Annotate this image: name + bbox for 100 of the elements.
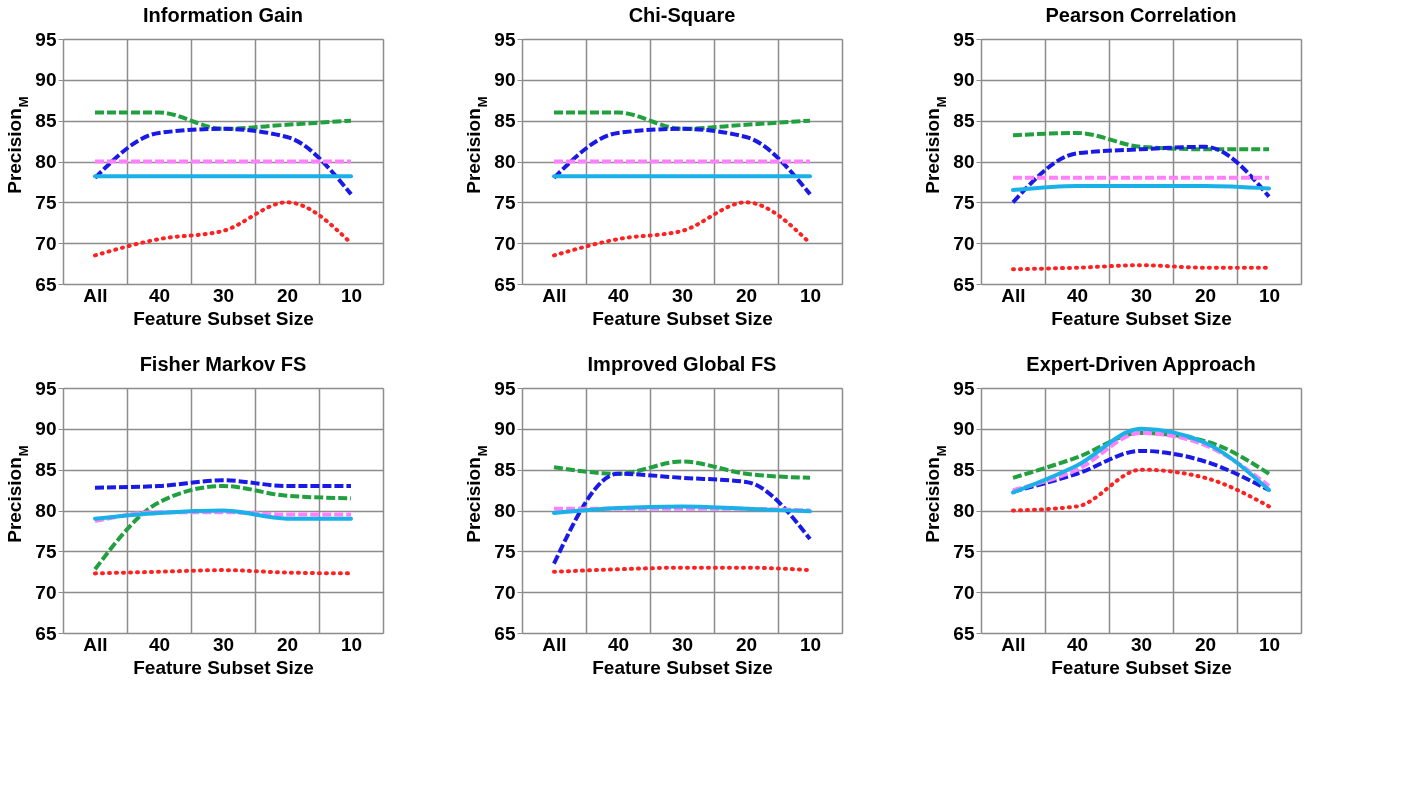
x-axis-title: Feature Subset Size bbox=[133, 307, 314, 329]
chart-title: Pearson Correlation bbox=[1045, 4, 1237, 26]
line-series bbox=[552, 471, 812, 566]
y-tick-label: 80 bbox=[35, 151, 57, 172]
y-tick-label: 70 bbox=[35, 232, 57, 254]
x-tick-label: All bbox=[1001, 284, 1026, 306]
x-tick-label: 10 bbox=[799, 633, 822, 655]
x-tick-label: 20 bbox=[1194, 633, 1217, 655]
y-tick-label: 70 bbox=[494, 581, 516, 603]
line-series bbox=[93, 484, 353, 572]
y-tick-label: 95 bbox=[35, 28, 57, 50]
chart-title: Improved Global FS bbox=[587, 353, 777, 375]
y-axis-title: PrecisionM bbox=[4, 445, 31, 543]
chart-title: Information Gain bbox=[143, 4, 303, 26]
x-tick-label: 10 bbox=[340, 284, 363, 306]
y-tick-label: 80 bbox=[494, 500, 516, 521]
y-tick-label: 90 bbox=[35, 418, 57, 440]
line-series bbox=[1011, 130, 1271, 152]
y-tick-label: 95 bbox=[35, 377, 57, 399]
x-tick-label: 20 bbox=[276, 284, 299, 306]
y-axis-title: PrecisionM bbox=[922, 96, 949, 194]
y-tick-label: 85 bbox=[953, 110, 975, 132]
x-axis-title: Feature Subset Size bbox=[592, 307, 773, 329]
y-tick-label: 90 bbox=[494, 418, 516, 440]
line-series bbox=[552, 126, 812, 197]
y-tick-label: 70 bbox=[953, 581, 975, 603]
x-tick-label: All bbox=[1001, 633, 1026, 655]
line-series bbox=[93, 110, 353, 131]
x-tick-label: 30 bbox=[1130, 633, 1153, 655]
y-tick-label: 95 bbox=[953, 377, 975, 399]
y-tick-label: 90 bbox=[494, 69, 516, 91]
y-tick-label: 75 bbox=[494, 540, 516, 562]
y-axis-title: PrecisionM bbox=[4, 96, 31, 194]
x-tick-label: 20 bbox=[276, 633, 299, 655]
x-tick-label: 40 bbox=[148, 284, 171, 306]
x-tick-label: 40 bbox=[1066, 284, 1089, 306]
y-tick-label: 80 bbox=[494, 151, 516, 172]
line-series bbox=[93, 126, 353, 197]
x-axis-title: Feature Subset Size bbox=[592, 656, 773, 678]
line-series bbox=[1011, 144, 1271, 205]
y-tick-label: 65 bbox=[953, 622, 975, 644]
x-tick-label: All bbox=[83, 633, 108, 655]
y-tick-label: 65 bbox=[494, 622, 516, 644]
x-tick-label: 40 bbox=[1066, 633, 1089, 655]
y-tick-label: 65 bbox=[494, 273, 516, 295]
x-axis-title: Feature Subset Size bbox=[1051, 656, 1232, 678]
x-tick-label: 30 bbox=[671, 633, 694, 655]
y-tick-label: 65 bbox=[953, 273, 975, 295]
y-tick-label: 80 bbox=[953, 151, 975, 172]
x-tick-label: 40 bbox=[148, 633, 171, 655]
y-tick-label: 85 bbox=[494, 110, 516, 132]
y-tick-label: 85 bbox=[953, 459, 975, 481]
y-tick-label: 85 bbox=[35, 459, 57, 481]
x-tick-label: 10 bbox=[340, 633, 363, 655]
y-tick-label: 95 bbox=[494, 377, 516, 399]
y-tick-label: 75 bbox=[494, 191, 516, 213]
y-tick-label: 80 bbox=[953, 500, 975, 521]
y-axis-title: PrecisionM bbox=[463, 96, 490, 194]
y-tick-label: 95 bbox=[953, 28, 975, 50]
x-tick-label: 20 bbox=[1194, 284, 1217, 306]
x-tick-label: 40 bbox=[607, 633, 630, 655]
y-tick-label: 70 bbox=[494, 232, 516, 254]
y-tick-label: 90 bbox=[953, 418, 975, 440]
chart-title: Expert-Driven Approach bbox=[1026, 353, 1256, 375]
y-tick-label: 90 bbox=[35, 69, 57, 91]
x-tick-label: All bbox=[83, 284, 108, 306]
y-axis-title: PrecisionM bbox=[922, 445, 949, 543]
y-tick-label: 75 bbox=[35, 191, 57, 213]
line-series bbox=[1011, 467, 1271, 513]
y-tick-label: 65 bbox=[35, 273, 57, 295]
x-tick-label: 10 bbox=[1258, 284, 1281, 306]
y-axis-title: PrecisionM bbox=[463, 445, 490, 543]
x-tick-label: 30 bbox=[212, 633, 235, 655]
x-tick-label: 10 bbox=[799, 284, 822, 306]
x-tick-label: 40 bbox=[607, 284, 630, 306]
y-tick-label: 65 bbox=[35, 622, 57, 644]
line-series bbox=[1011, 430, 1271, 480]
y-tick-label: 70 bbox=[35, 581, 57, 603]
y-tick-label: 95 bbox=[494, 28, 516, 50]
y-tick-label: 85 bbox=[494, 459, 516, 481]
x-tick-label: 20 bbox=[735, 284, 758, 306]
line-series bbox=[552, 110, 812, 131]
y-tick-label: 80 bbox=[35, 500, 57, 521]
x-tick-label: 30 bbox=[1130, 284, 1153, 306]
chart-title: Chi-Square bbox=[628, 4, 736, 26]
x-axis-title: Feature Subset Size bbox=[1051, 307, 1232, 329]
x-tick-label: 30 bbox=[212, 284, 235, 306]
y-tick-label: 70 bbox=[953, 232, 975, 254]
x-tick-label: 10 bbox=[1258, 633, 1281, 655]
line-series bbox=[552, 459, 812, 480]
y-tick-label: 90 bbox=[953, 69, 975, 91]
y-tick-label: 75 bbox=[953, 540, 975, 562]
x-axis-title: Feature Subset Size bbox=[133, 656, 314, 678]
x-tick-label: 30 bbox=[671, 284, 694, 306]
y-tick-label: 85 bbox=[35, 110, 57, 132]
chart-title: Fisher Markov FS bbox=[139, 353, 307, 375]
y-tick-label: 75 bbox=[953, 191, 975, 213]
y-tick-label: 75 bbox=[35, 540, 57, 562]
x-tick-label: All bbox=[542, 633, 567, 655]
x-tick-label: All bbox=[542, 284, 567, 306]
